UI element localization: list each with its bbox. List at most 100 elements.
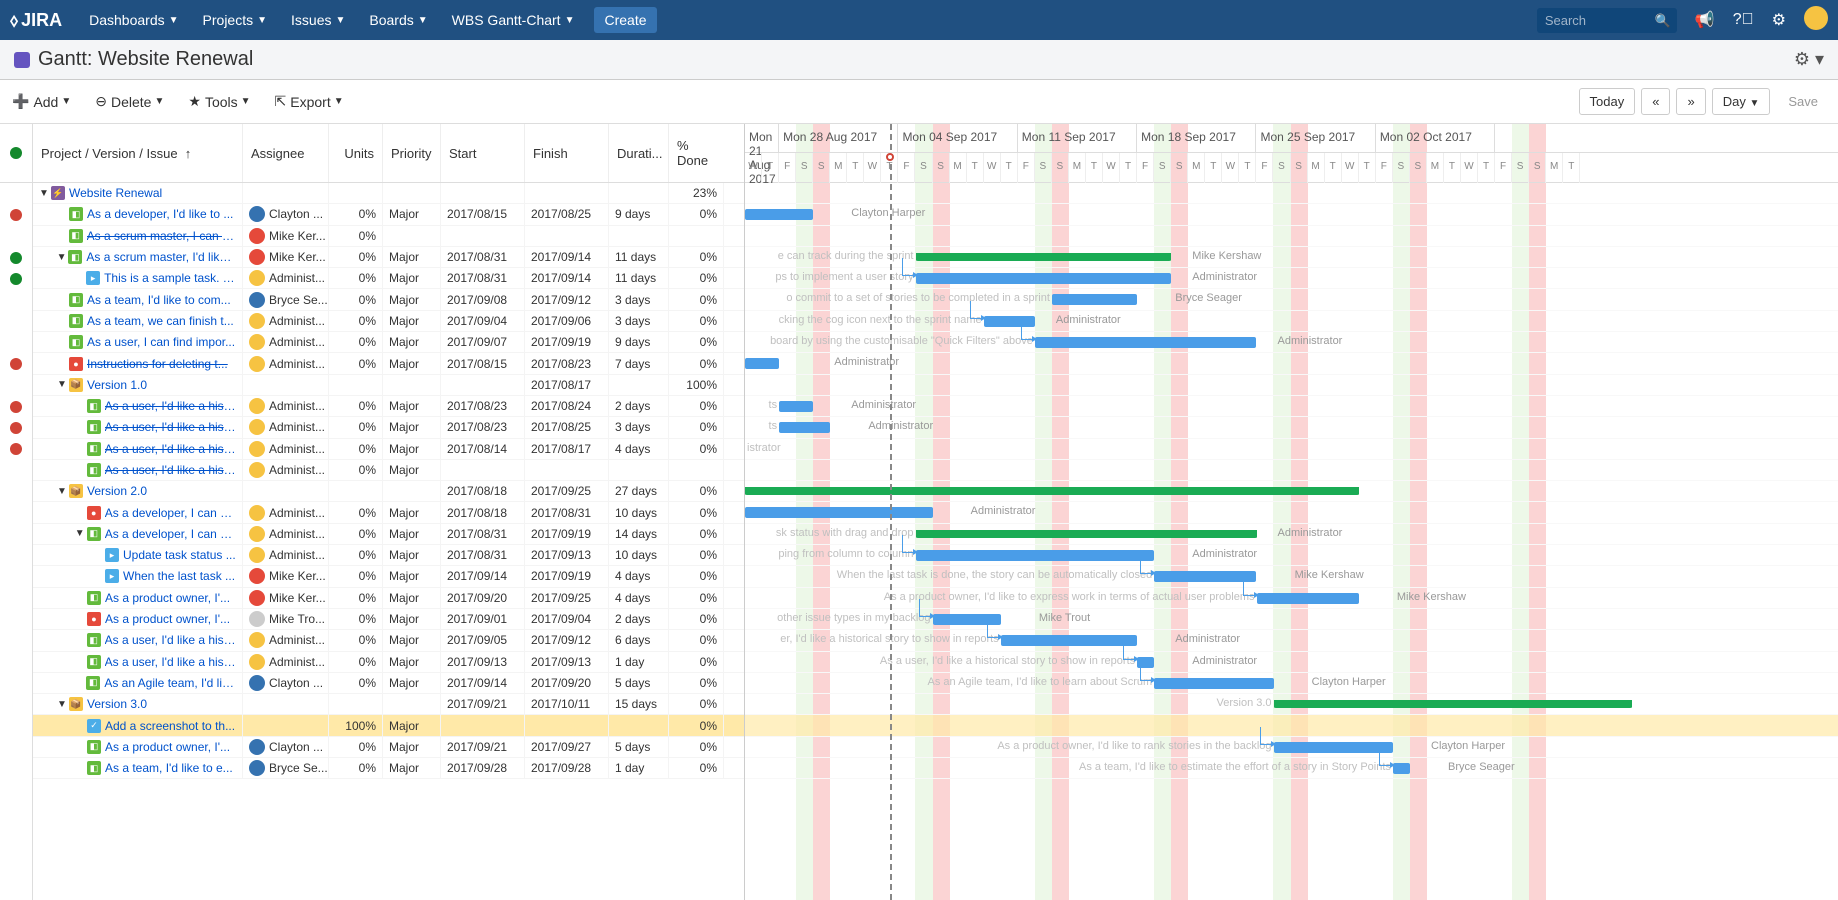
- gantt-bar[interactable]: [1154, 678, 1273, 689]
- task-name[interactable]: As a developer, I'd like to ...: [87, 207, 233, 221]
- table-row[interactable]: ◧As a team, we can finish t...Administ..…: [33, 311, 744, 332]
- table-row[interactable]: ◧As a user, I'd like a hist...Administ..…: [33, 630, 744, 651]
- gantt-bar[interactable]: [916, 253, 1172, 261]
- col-priority[interactable]: Priority: [383, 124, 441, 182]
- table-row[interactable]: ◧As a user, I'd like a hist...Administ..…: [33, 417, 744, 438]
- gantt-bar[interactable]: [1035, 337, 1257, 348]
- task-name[interactable]: As a team, I'd like to com...: [87, 293, 231, 307]
- help-icon[interactable]: ?⃝: [1733, 11, 1754, 29]
- gantt-bar[interactable]: [1052, 294, 1137, 305]
- prev-button[interactable]: «: [1641, 88, 1670, 115]
- toggle-icon[interactable]: ▼: [57, 379, 68, 390]
- gantt-row[interactable]: As an Agile team, I'd like to learn abou…: [745, 673, 1838, 694]
- task-name[interactable]: Update task status ...: [123, 548, 236, 562]
- gantt-row[interactable]: Administrator: [745, 502, 1838, 523]
- gantt-row[interactable]: When the last task is done, the story ca…: [745, 566, 1838, 587]
- tools-button[interactable]: ★Tools▼: [188, 93, 250, 110]
- toggle-icon[interactable]: ▼: [57, 486, 68, 497]
- table-row[interactable]: ●As a product owner, I'...Mike Tro...0%M…: [33, 609, 744, 630]
- gantt-bar[interactable]: [984, 316, 1035, 327]
- task-name[interactable]: As a team, we can finish t...: [87, 314, 234, 328]
- gantt-bar[interactable]: [745, 487, 1359, 495]
- toggle-icon[interactable]: ▼: [57, 252, 68, 263]
- col-finish[interactable]: Finish: [525, 124, 609, 182]
- gantt-row[interactable]: ping from column to columnAdministrator: [745, 545, 1838, 566]
- gantt-bar[interactable]: [745, 209, 813, 220]
- jira-logo[interactable]: ⬨JIRA: [10, 10, 62, 31]
- task-name[interactable]: As a user, I can find impor...: [87, 335, 235, 349]
- toggle-icon[interactable]: ▼: [75, 528, 86, 539]
- gantt-bar[interactable]: [1274, 700, 1632, 708]
- next-button[interactable]: »: [1676, 88, 1705, 115]
- task-name[interactable]: Version 3.0: [87, 697, 147, 711]
- gantt-bar[interactable]: [1001, 635, 1137, 646]
- table-row[interactable]: ◧As a product owner, I'...Clayton ...0%M…: [33, 737, 744, 758]
- table-row[interactable]: ◧As a team, I'd like to e...Bryce Se...0…: [33, 758, 744, 779]
- gantt-bar[interactable]: [1274, 742, 1393, 753]
- task-name[interactable]: Instructions for deleting t...: [87, 357, 228, 371]
- gantt-row[interactable]: [745, 226, 1838, 247]
- table-row[interactable]: ▼📦Version 2.02017/08/182017/09/2527 days…: [33, 481, 744, 502]
- task-name[interactable]: As a product owner, I'...: [105, 740, 230, 754]
- gantt-bar[interactable]: [916, 273, 1172, 284]
- gantt-row[interactable]: ps to implement a user storyAdministrato…: [745, 268, 1838, 289]
- gantt-row[interactable]: er, I'd like a historical story to show …: [745, 630, 1838, 651]
- export-button[interactable]: ⇱Export▼: [275, 93, 344, 110]
- col-issue[interactable]: Project / Version / Issue ↑: [33, 124, 243, 182]
- task-name[interactable]: As a user, I'd like a hist...: [105, 420, 236, 434]
- table-row[interactable]: ▼◧As a developer, I can u...Administ...0…: [33, 524, 744, 545]
- gantt-row[interactable]: [745, 375, 1838, 396]
- table-row[interactable]: ◧As an Agile team, I'd lik...Clayton ...…: [33, 673, 744, 694]
- table-row[interactable]: ◧As a product owner, I'...Mike Ker...0%M…: [33, 588, 744, 609]
- gantt-row[interactable]: cking the cog icon next to the sprint na…: [745, 311, 1838, 332]
- task-name[interactable]: As a user, I'd like a hist...: [105, 655, 236, 669]
- task-name[interactable]: Version 2.0: [87, 484, 147, 498]
- toggle-icon[interactable]: ▼: [57, 699, 68, 710]
- gantt-bar[interactable]: [916, 530, 1257, 538]
- table-row[interactable]: ▸When the last task ...Mike Ker...0%Majo…: [33, 566, 744, 587]
- table-row[interactable]: ◧As a user, I can find impor...Administ.…: [33, 332, 744, 353]
- nav-boards[interactable]: Boards ▼: [357, 0, 439, 40]
- table-row[interactable]: ●Instructions for deleting t...Administ.…: [33, 353, 744, 374]
- task-name[interactable]: When the last task ...: [123, 569, 235, 583]
- gantt-row[interactable]: Version 3.0: [745, 694, 1838, 715]
- nav-dashboards[interactable]: Dashboards ▼: [77, 0, 190, 40]
- task-name[interactable]: Version 1.0: [87, 378, 147, 392]
- feedback-icon[interactable]: 📢: [1695, 10, 1715, 30]
- gantt-bar[interactable]: [745, 358, 779, 369]
- task-name[interactable]: As a developer, I can u...: [105, 506, 236, 520]
- gantt-bar[interactable]: [933, 614, 1001, 625]
- gantt-row[interactable]: other issue types in my backlogMike Trou…: [745, 609, 1838, 630]
- nav-projects[interactable]: Projects ▼: [191, 0, 279, 40]
- col-duration[interactable]: Durati...: [609, 124, 669, 182]
- task-name[interactable]: As a developer, I can u...: [105, 527, 236, 541]
- gantt-row[interactable]: [745, 715, 1838, 736]
- task-name[interactable]: This is a sample task. T...: [104, 271, 236, 285]
- table-row[interactable]: ◧As a developer, I'd like to ...Clayton …: [33, 204, 744, 225]
- nav-issues[interactable]: Issues ▼: [279, 0, 357, 40]
- gantt-row[interactable]: Clayton Harper: [745, 204, 1838, 225]
- gantt-row[interactable]: board by using the customisable "Quick F…: [745, 332, 1838, 353]
- gantt-bar[interactable]: [779, 422, 830, 433]
- page-settings-icon[interactable]: ⚙ ▾: [1794, 49, 1824, 70]
- gantt-row[interactable]: istrator: [745, 439, 1838, 460]
- add-button[interactable]: ➕Add▼: [12, 93, 71, 110]
- table-row[interactable]: ◧As a scrum master, I can s...Mike Ker..…: [33, 226, 744, 247]
- gantt-row[interactable]: o commit to a set of stories to be compl…: [745, 289, 1838, 310]
- table-row[interactable]: ◧As a user, I'd like a hist...Administ..…: [33, 396, 744, 417]
- gantt-bar[interactable]: [1393, 763, 1410, 774]
- task-name[interactable]: Add a screenshot to th...: [105, 719, 235, 733]
- gantt-row[interactable]: As a user, I'd like a historical story t…: [745, 652, 1838, 673]
- search-icon[interactable]: 🔍: [1655, 13, 1671, 29]
- gantt-row[interactable]: Administrator: [745, 353, 1838, 374]
- gantt-bar[interactable]: [779, 401, 813, 412]
- toggle-icon[interactable]: ▼: [39, 188, 50, 199]
- table-row[interactable]: ◧As a user, I'd like a hist...Administ..…: [33, 460, 744, 481]
- col-done[interactable]: % Done: [669, 124, 724, 182]
- table-row[interactable]: ✓Add a screenshot to th...100%Major0%: [33, 715, 744, 736]
- table-row[interactable]: ◧As a user, I'd like a hist...Administ..…: [33, 439, 744, 460]
- table-row[interactable]: ▸Update task status ...Administ...0%Majo…: [33, 545, 744, 566]
- table-row[interactable]: ◧As a user, I'd like a hist...Administ..…: [33, 652, 744, 673]
- task-name[interactable]: As a scrum master, I'd like ...: [86, 250, 236, 264]
- table-row[interactable]: ●As a developer, I can u...Administ...0%…: [33, 502, 744, 523]
